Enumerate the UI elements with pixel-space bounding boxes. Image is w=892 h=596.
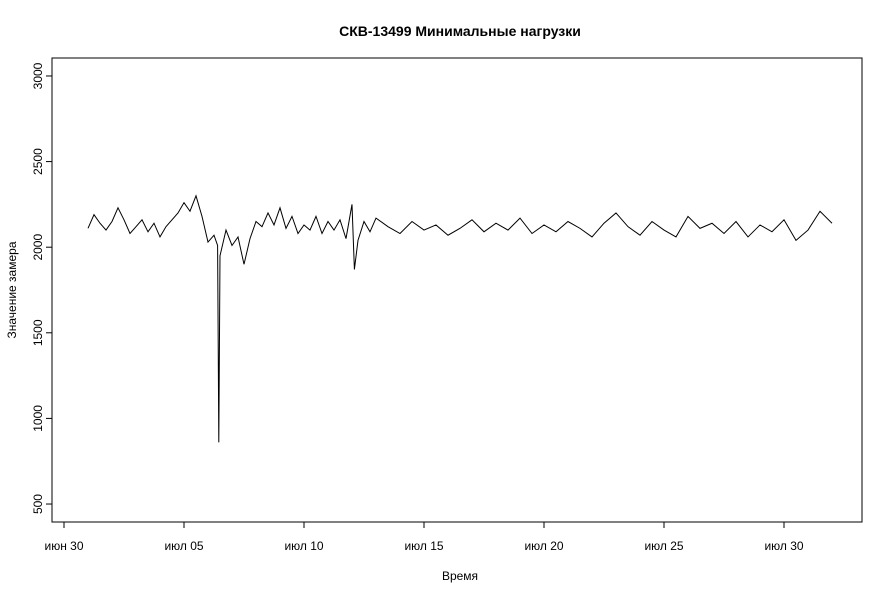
y-tick-label: 2000 [31,234,45,261]
y-tick-label: 2500 [31,148,45,175]
x-axis-title: Время [442,569,478,583]
x-tick-label: июл 20 [524,539,563,553]
data-line [87,194,833,443]
x-tick-label: июн 30 [44,539,83,553]
x-tick-label: июл 05 [164,539,203,553]
x-tick-label: июл 15 [404,539,443,553]
y-tick-label: 500 [31,494,45,514]
x-tick-label: июл 10 [284,539,323,553]
chart-title: СКВ-13499 Минимальные нагрузки [339,23,581,39]
x-tick-label: июл 25 [644,539,683,553]
y-tick-label: 1500 [31,319,45,346]
y-tick-label: 1000 [31,405,45,432]
y-axis-title: Значение замера [5,241,19,338]
x-tick-label: июл 30 [764,539,803,553]
y-tick-label: 3000 [31,62,45,89]
